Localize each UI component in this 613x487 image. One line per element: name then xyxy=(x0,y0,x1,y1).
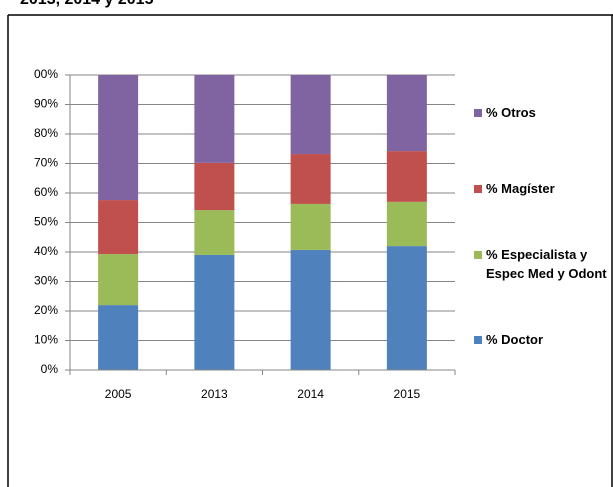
legend-swatch xyxy=(474,109,482,117)
y-tick-label: 10% xyxy=(34,333,58,347)
legend-label: % Magíster xyxy=(486,181,555,196)
heading-fragment: 2013, 2014 y 2015 xyxy=(20,0,153,9)
bar-segment xyxy=(98,254,139,306)
y-tick-label: 90% xyxy=(34,97,58,111)
bar-segment xyxy=(194,75,235,163)
bar-segment xyxy=(386,201,427,247)
bar-segment xyxy=(98,305,139,370)
bar-segment xyxy=(386,75,427,152)
legend-swatch xyxy=(474,251,482,259)
bar-segment xyxy=(194,254,235,370)
legend-label: % Otros xyxy=(486,105,536,120)
legend-label: % Doctor xyxy=(486,332,544,347)
y-tick-label: 80% xyxy=(34,126,58,140)
x-tick-label: 2014 xyxy=(297,387,324,401)
y-tick-label: 70% xyxy=(34,156,58,170)
legend-swatch xyxy=(474,336,482,344)
x-tick-label: 2005 xyxy=(105,387,132,401)
y-tick-label: 0% xyxy=(41,362,59,376)
bar-segment xyxy=(386,246,427,370)
bar-segment xyxy=(98,200,139,255)
x-tick-label: 2013 xyxy=(201,387,228,401)
x-tick-label: 2015 xyxy=(394,387,421,401)
bar-segment xyxy=(290,203,331,250)
bar-segment xyxy=(290,154,331,204)
bar-segment xyxy=(290,249,331,370)
bar-segment xyxy=(290,75,331,155)
bar-segment xyxy=(194,210,235,255)
bar-segment xyxy=(98,75,139,201)
legend-label: % Especialista y Espec Med y Odont xyxy=(486,247,607,281)
bar-segment xyxy=(386,151,427,202)
y-tick-label: 20% xyxy=(34,303,58,317)
y-tick-label: 50% xyxy=(34,215,58,229)
y-tick-label: 60% xyxy=(34,185,58,199)
bar-segment xyxy=(194,162,235,211)
y-tick-label: 00% xyxy=(34,67,58,81)
legend-swatch xyxy=(474,185,482,193)
y-tick-label: 30% xyxy=(34,274,58,288)
y-tick-label: 40% xyxy=(34,244,58,258)
